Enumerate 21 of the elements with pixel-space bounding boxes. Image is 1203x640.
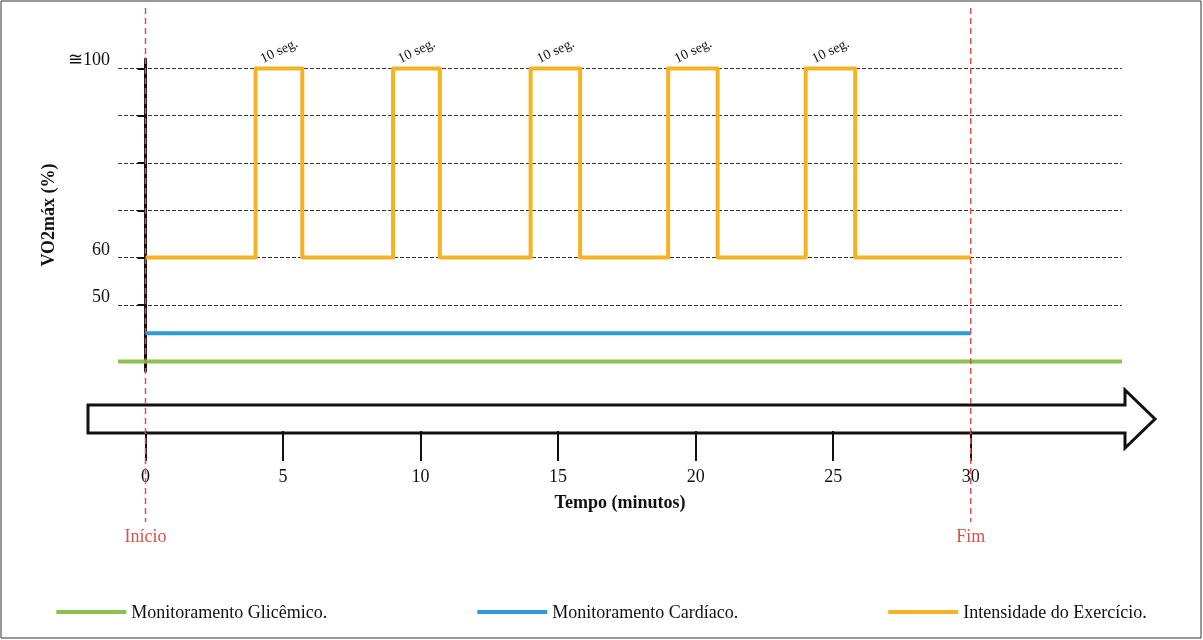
x-tick-label: 20 <box>686 466 705 486</box>
y-tick-label: 60 <box>92 238 110 259</box>
y-tick-label: ≅100 <box>68 49 110 70</box>
legend-label: Intensidade do Exercício. <box>963 602 1147 622</box>
x-tick-label: 15 <box>549 466 568 486</box>
x-tick-label: 10 <box>411 466 430 486</box>
annotation: 10 seg. <box>671 35 714 66</box>
y-tick-label: 50 <box>92 285 110 306</box>
annotation: 10 seg. <box>257 35 301 66</box>
y-axis-title: VO2máx (%) <box>38 163 60 267</box>
annotation: 10 seg. <box>534 35 577 66</box>
x-tick-label: 30 <box>961 466 980 486</box>
annotation: 10 seg. <box>395 35 438 66</box>
ref-line-label: Fim <box>956 526 986 546</box>
legend-label: Monitoramento Glicêmico. <box>131 602 328 622</box>
ref-line-label: Início <box>124 526 167 546</box>
x-tick-label: 25 <box>824 466 843 486</box>
annotation: 10 seg. <box>809 35 852 66</box>
legend-label: Monitoramento Cardíaco. <box>552 602 739 622</box>
x-tick-label: 5 <box>278 466 288 486</box>
x-axis-title: Tempo (minutos) <box>554 492 686 513</box>
